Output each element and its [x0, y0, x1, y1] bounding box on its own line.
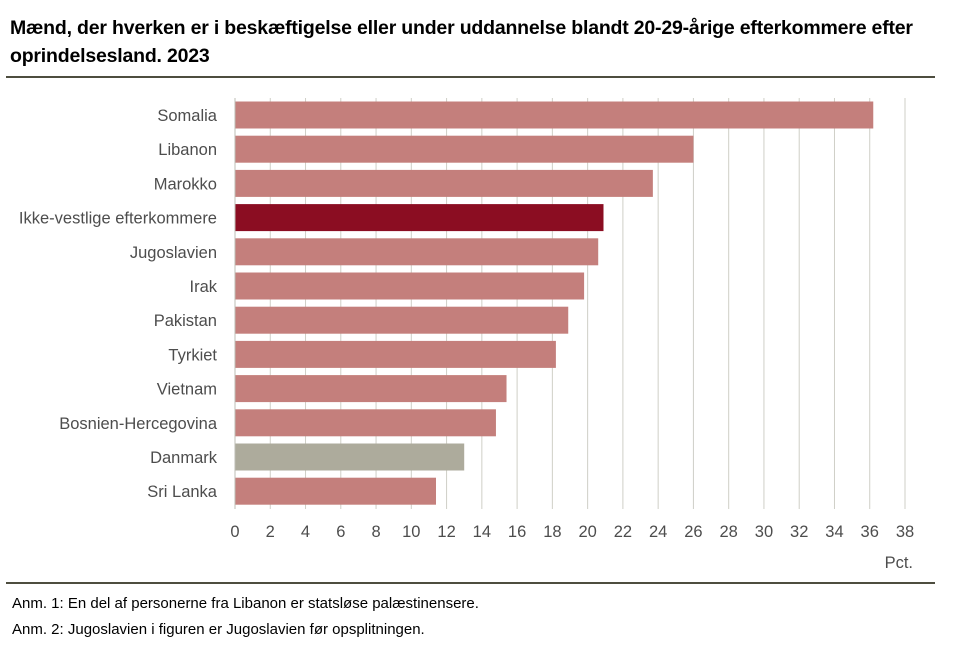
gridlines: [269, 98, 906, 509]
x-tick-label: 38: [896, 523, 914, 541]
x-tick-label: 18: [543, 523, 561, 541]
bar-danmark: [235, 443, 465, 471]
x-tick-label: 12: [437, 523, 455, 541]
category-label: Marokko: [154, 175, 217, 193]
x-tick-label: 30: [755, 523, 773, 541]
x-tick-label: 10: [402, 523, 420, 541]
category-label: Sri Lanka: [147, 483, 218, 501]
x-tick-label: 6: [336, 523, 345, 541]
bar-bosnien-hercegovina: [235, 409, 496, 437]
category-label: Vietnam: [157, 381, 217, 399]
x-tick-labels: 0 2 4 6 8 10 12 14 16 18 20 22 24 26 28 30 32 34 36 38: [230, 523, 914, 541]
x-tick-label: 2: [266, 523, 275, 541]
x-tick-label: 26: [684, 523, 702, 541]
bar-tyrkiet: [235, 340, 556, 368]
category-label: Libanon: [158, 141, 217, 159]
x-tick-label: 32: [790, 523, 808, 541]
category-label: Somalia: [157, 107, 217, 125]
bar-libanon: [235, 135, 694, 163]
category-labels: Somalia Libanon Marokko Ikke-vestlige efter…: [19, 107, 218, 501]
bar-marokko: [235, 169, 653, 197]
x-tick-label: 4: [301, 523, 310, 541]
category-label: Tyrkiet: [168, 346, 217, 364]
chart-title: Mænd, der hverken er i beskæftigelse ell…: [10, 17, 913, 67]
x-tick-label: 14: [473, 523, 491, 541]
bar-jugoslavien: [235, 238, 599, 266]
bars: [235, 101, 874, 505]
bar-irak: [235, 272, 585, 300]
top-divider: [6, 76, 935, 78]
x-tick-label: 0: [230, 523, 239, 541]
bar-ikke-vestlige-efterkommere: [235, 204, 604, 232]
category-label: Bosnien-Hercegovina: [59, 415, 218, 433]
x-tick-label: 24: [649, 523, 667, 541]
x-tick-label: 20: [578, 523, 596, 541]
footnote-2: Anm. 2: Jugoslavien i figuren er Jugosla…: [12, 621, 425, 638]
category-label: Ikke-vestlige efterkommere: [19, 210, 217, 228]
bar-vietnam: [235, 375, 507, 403]
x-tick-label: 22: [614, 523, 632, 541]
category-label: Irak: [189, 278, 217, 296]
footnote-1: Anm. 1: En del af personerne fra Libanon…: [12, 595, 479, 612]
x-tick-label: 16: [508, 523, 526, 541]
category-label: Jugoslavien: [130, 244, 217, 262]
bar-sri-lanka: [235, 477, 436, 505]
bar-pakistan: [235, 306, 569, 334]
category-label: Danmark: [150, 449, 218, 467]
category-label: Pakistan: [154, 312, 217, 330]
x-tick-label: 36: [861, 523, 879, 541]
bar-chart: Somalia Libanon Marokko Ikke-vestlige efter…: [19, 98, 914, 572]
x-tick-label: 28: [720, 523, 738, 541]
x-tick-label: 8: [371, 523, 380, 541]
x-tick-label: 34: [825, 523, 843, 541]
bottom-divider: [6, 582, 935, 584]
x-axis-label: Pct.: [885, 554, 913, 572]
bar-somalia: [235, 101, 874, 129]
